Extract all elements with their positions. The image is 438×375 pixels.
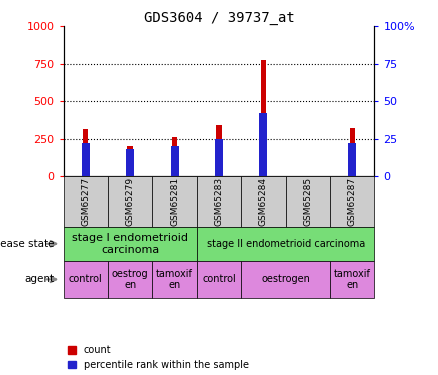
Bar (286, 176, 330, 227)
Bar (197, 261, 241, 298)
Bar (64, 227, 197, 261)
Text: tamoxif
en: tamoxif en (156, 268, 193, 290)
Text: oestrog
en: oestrog en (112, 268, 148, 290)
Bar (108, 176, 152, 227)
Bar (330, 176, 374, 227)
Text: GSM65284: GSM65284 (259, 177, 268, 226)
Text: agent: agent (25, 274, 55, 284)
Bar (241, 261, 330, 298)
Bar (126, 149, 134, 176)
Text: GSM65281: GSM65281 (170, 177, 179, 226)
Bar (215, 139, 223, 176)
Text: GSM65279: GSM65279 (126, 177, 134, 226)
Bar (216, 124, 222, 176)
Bar (350, 128, 355, 176)
Text: GDS3604 / 39737_at: GDS3604 / 39737_at (144, 11, 294, 25)
Bar (82, 143, 90, 176)
Text: GSM65287: GSM65287 (348, 177, 357, 226)
Text: control: control (202, 274, 236, 284)
Bar (259, 113, 268, 176)
Bar (330, 261, 374, 298)
Bar (152, 261, 197, 298)
Text: stage I endometrioid
carcinoma: stage I endometrioid carcinoma (72, 233, 188, 255)
Bar (152, 176, 197, 227)
Bar (261, 60, 266, 176)
Bar (64, 261, 108, 298)
Bar (83, 129, 88, 176)
Bar (64, 176, 108, 227)
Text: oestrogen: oestrogen (261, 274, 310, 284)
Bar (108, 261, 152, 298)
Bar (348, 143, 356, 176)
Bar (197, 227, 374, 261)
Text: disease state: disease state (0, 239, 55, 249)
Text: tamoxif
en: tamoxif en (334, 268, 371, 290)
Bar (172, 137, 177, 176)
Text: GSM65283: GSM65283 (215, 177, 223, 226)
Bar (170, 146, 179, 176)
Bar (197, 176, 241, 227)
Text: GSM65285: GSM65285 (304, 177, 312, 226)
Bar (127, 146, 133, 176)
Bar (241, 176, 286, 227)
Text: stage II endometrioid carcinoma: stage II endometrioid carcinoma (206, 239, 365, 249)
Legend: count, percentile rank within the sample: count, percentile rank within the sample (68, 345, 249, 370)
Text: GSM65277: GSM65277 (81, 177, 90, 226)
Text: control: control (69, 274, 102, 284)
